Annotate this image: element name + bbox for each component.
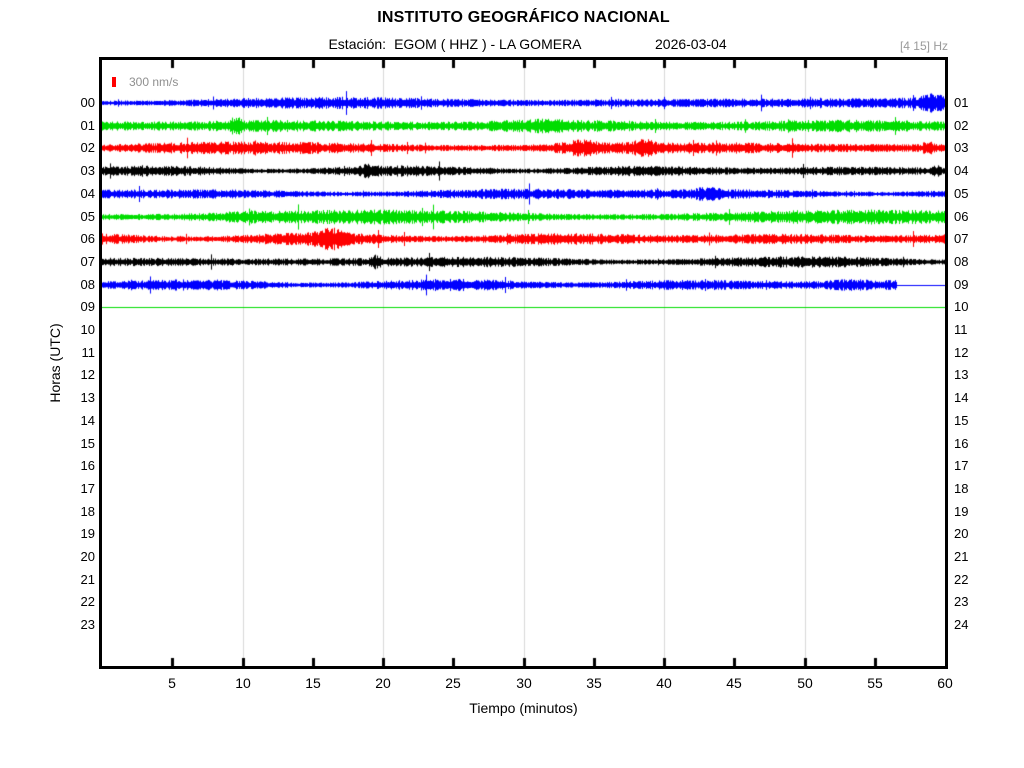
hour-label-left-04: 04 xyxy=(80,186,95,201)
station-subtitle: Estación: EGOM ( HHZ ) - LA GOMERA xyxy=(99,36,811,52)
hour-label-right-07: 07 xyxy=(954,231,969,246)
hour-label-right-10: 10 xyxy=(954,299,969,314)
hour-label-left-05: 05 xyxy=(80,209,95,224)
page-title: INSTITUTO GEOGRÁFICO NACIONAL xyxy=(377,9,670,26)
date-label: 2026-03-04 xyxy=(655,36,727,52)
hour-label-right-15: 15 xyxy=(954,413,969,428)
hour-label-right-17: 17 xyxy=(954,458,969,473)
hour-label-right-01: 01 xyxy=(954,95,969,110)
x-tick-label-25: 25 xyxy=(445,675,461,691)
hour-label-left-11: 11 xyxy=(81,345,96,360)
x-tick-label-20: 20 xyxy=(375,675,391,691)
x-tick-label-50: 50 xyxy=(797,675,813,691)
x-tick-label-5: 5 xyxy=(168,675,176,691)
seismic-trace-canvas xyxy=(102,60,945,666)
scale-value-label: 300 nm/s xyxy=(129,75,179,89)
hour-label-right-19: 19 xyxy=(954,504,969,519)
hour-label-left-20: 20 xyxy=(80,549,95,564)
hour-label-right-11: 11 xyxy=(954,322,968,337)
hour-label-left-22: 22 xyxy=(80,594,95,609)
hour-label-right-05: 05 xyxy=(954,186,969,201)
hour-label-right-12: 12 xyxy=(954,345,969,360)
hour-label-left-03: 03 xyxy=(80,163,95,178)
hour-label-left-02: 02 xyxy=(80,140,95,155)
scale-bar-icon xyxy=(112,77,116,87)
hour-label-left-13: 13 xyxy=(80,390,95,405)
hour-label-right-06: 06 xyxy=(954,209,969,224)
hour-label-left-06: 06 xyxy=(80,231,95,246)
hour-label-right-03: 03 xyxy=(954,140,969,155)
x-tick-label-40: 40 xyxy=(656,675,672,691)
hour-label-right-23: 23 xyxy=(954,594,969,609)
hour-label-left-10: 10 xyxy=(80,322,95,337)
hour-label-left-00: 00 xyxy=(80,95,95,110)
hour-label-left-08: 08 xyxy=(80,277,95,292)
helicorder-plot: 300 nm/s xyxy=(99,57,948,669)
hour-label-left-16: 16 xyxy=(80,458,95,473)
hour-label-right-22: 22 xyxy=(954,572,969,587)
x-tick-label-60: 60 xyxy=(937,675,953,691)
hour-label-left-15: 15 xyxy=(80,436,95,451)
hour-label-right-14: 14 xyxy=(954,390,969,405)
hour-label-left-19: 19 xyxy=(80,526,95,541)
hour-label-right-13: 13 xyxy=(954,367,969,382)
x-tick-label-45: 45 xyxy=(726,675,742,691)
hour-label-right-18: 18 xyxy=(954,481,969,496)
x-tick-label-35: 35 xyxy=(586,675,602,691)
x-axis-title: Tiempo (minutos) xyxy=(469,700,578,716)
hour-label-right-24: 24 xyxy=(954,617,969,632)
hour-label-right-04: 04 xyxy=(954,163,969,178)
hour-label-left-07: 07 xyxy=(80,254,95,269)
x-tick-label-30: 30 xyxy=(516,675,532,691)
hour-label-left-14: 14 xyxy=(80,413,95,428)
y-axis-title: Horas (UTC) xyxy=(47,323,63,403)
station-label: Estación: xyxy=(328,36,387,52)
hour-label-left-09: 09 xyxy=(80,299,95,314)
hour-label-right-21: 21 xyxy=(954,549,969,564)
filter-band-label: [4 15] Hz xyxy=(899,39,948,53)
amplitude-scale-legend: 300 nm/s xyxy=(112,75,179,89)
hour-label-right-16: 16 xyxy=(954,436,969,451)
x-tick-label-15: 15 xyxy=(305,675,321,691)
hour-label-left-18: 18 xyxy=(80,504,95,519)
hour-label-left-12: 12 xyxy=(80,367,95,382)
hour-label-left-17: 17 xyxy=(80,481,95,496)
hour-label-right-08: 08 xyxy=(954,254,969,269)
hour-label-left-01: 01 xyxy=(80,118,95,133)
station-name: EGOM ( HHZ ) - LA GOMERA xyxy=(394,36,582,52)
x-tick-label-10: 10 xyxy=(235,675,251,691)
hour-label-right-20: 20 xyxy=(954,526,969,541)
hour-label-left-21: 21 xyxy=(80,572,95,587)
hour-label-left-23: 23 xyxy=(80,617,95,632)
hour-label-right-09: 09 xyxy=(954,277,969,292)
hour-label-right-02: 02 xyxy=(954,118,969,133)
x-tick-label-55: 55 xyxy=(867,675,883,691)
